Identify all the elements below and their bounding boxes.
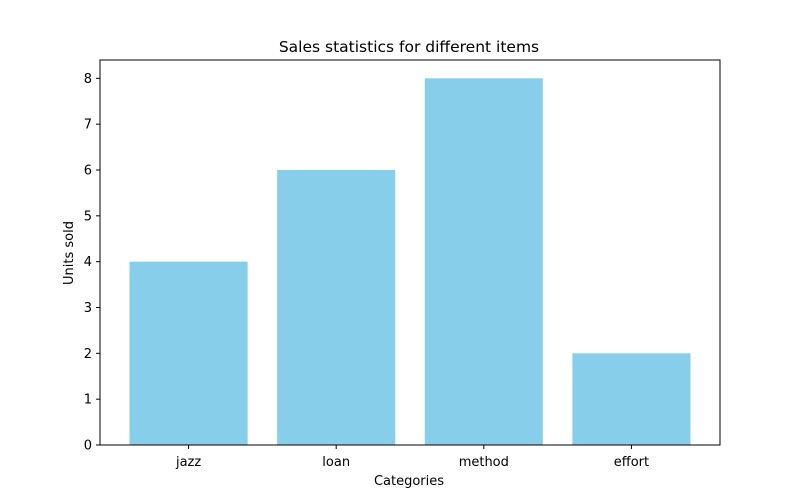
bar-jazz (129, 261, 248, 445)
bar-loan (277, 170, 396, 445)
y-tick-label: 7 (84, 118, 92, 133)
bars-group (129, 78, 691, 445)
bar-method (424, 78, 543, 445)
bar-effort (572, 353, 691, 445)
chart-title: Sales statistics for different items (279, 38, 539, 56)
y-tick-label: 2 (84, 347, 92, 362)
y-tick-label: 4 (84, 255, 92, 270)
y-tick-label: 6 (84, 164, 92, 179)
x-tick-label: method (459, 455, 509, 470)
y-axis-label: Units sold (62, 221, 77, 285)
x-axis-label: Categories (374, 474, 444, 489)
y-tick-label: 0 (84, 439, 92, 454)
x-axis-ticks: jazz loan method effort (175, 445, 649, 470)
y-tick-label: 5 (84, 209, 92, 224)
y-axis-ticks: 0 1 2 3 4 5 6 7 8 (84, 72, 100, 454)
x-tick-label: jazz (175, 455, 201, 470)
x-tick-label: loan (322, 455, 350, 470)
x-tick-label: effort (614, 455, 649, 470)
y-tick-label: 8 (84, 72, 92, 87)
y-tick-label: 1 (84, 393, 92, 408)
plot-frame (99, 59, 721, 446)
y-tick-label: 3 (84, 301, 92, 316)
